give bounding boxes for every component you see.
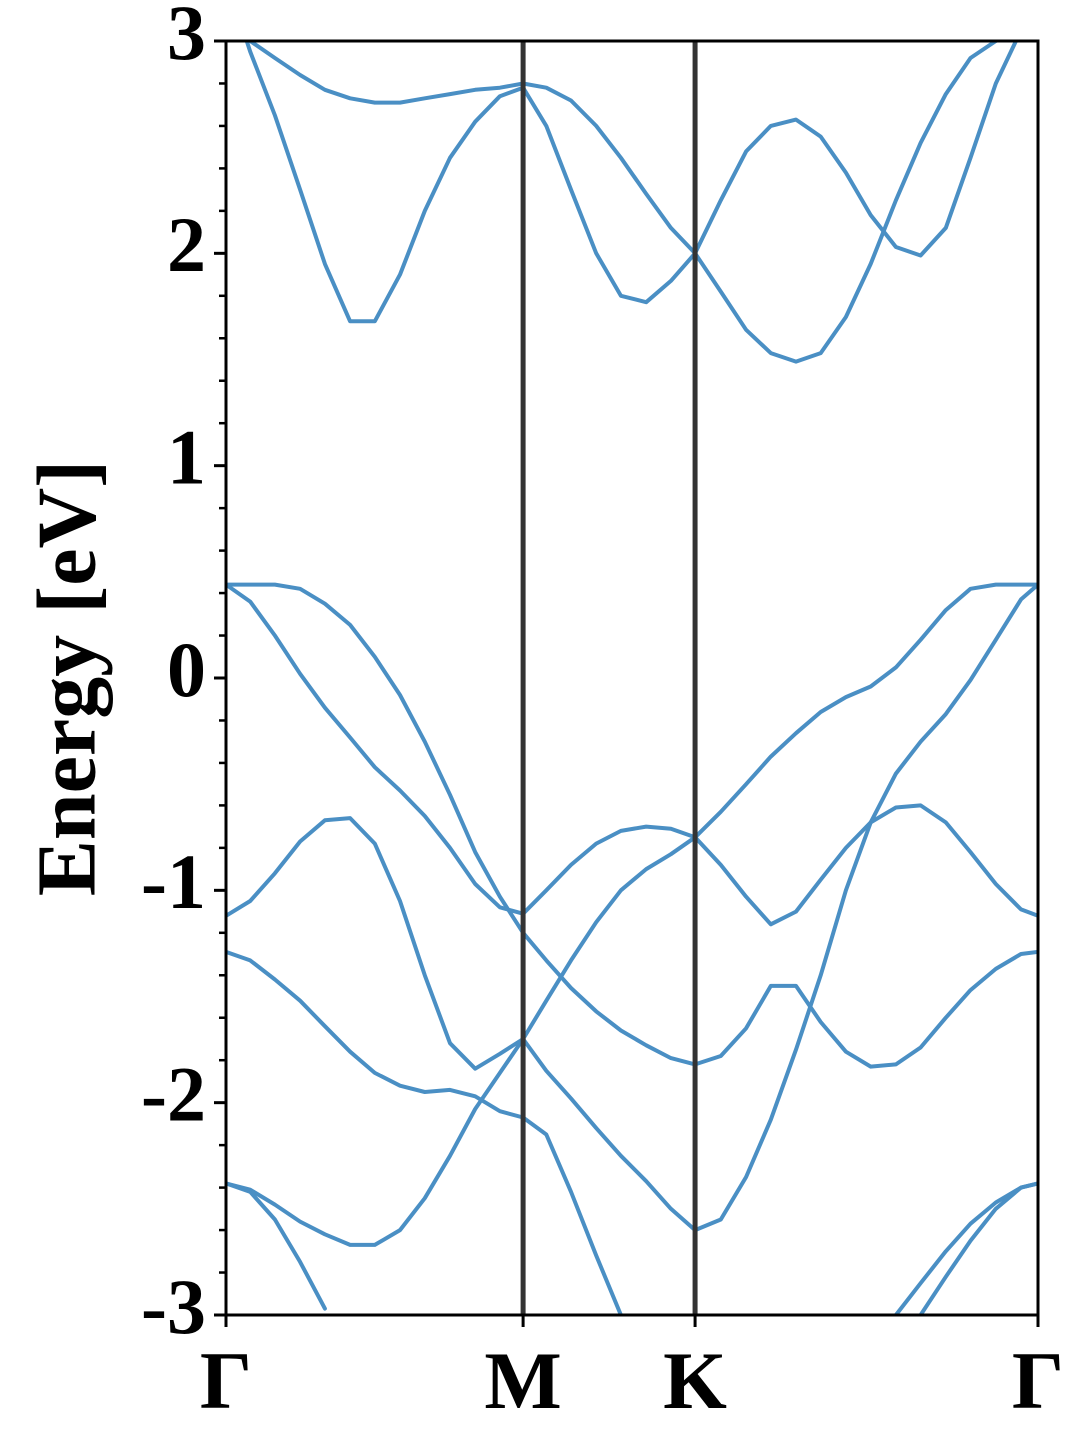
band-line — [226, 949, 1038, 1315]
x-tick-label: K — [663, 1335, 727, 1426]
x-tick-label: Γ — [200, 1335, 252, 1426]
y-tick-label: -1 — [141, 838, 206, 925]
band-line — [247, 41, 1001, 364]
x-tick-label: Γ — [1012, 1335, 1064, 1426]
y-tick-label: -2 — [141, 1051, 206, 1138]
band-line — [226, 582, 1038, 1247]
band-line — [226, 582, 1038, 1069]
band-line — [226, 1181, 1038, 1315]
band-line — [244, 41, 1019, 324]
y-tick-label: 0 — [167, 626, 206, 713]
band-line — [226, 582, 1038, 1233]
y-tick-label: 2 — [167, 201, 206, 288]
band-line — [226, 582, 1038, 927]
y-tick-label: 3 — [167, 0, 206, 76]
y-tick-label: 1 — [167, 414, 206, 501]
plot-area — [226, 41, 1038, 1315]
y-tick-label: -3 — [141, 1263, 206, 1350]
x-tick-label: M — [484, 1335, 561, 1426]
y-axis-label: Energy [eV] — [20, 460, 113, 896]
plot-frame — [224, 39, 1040, 1317]
